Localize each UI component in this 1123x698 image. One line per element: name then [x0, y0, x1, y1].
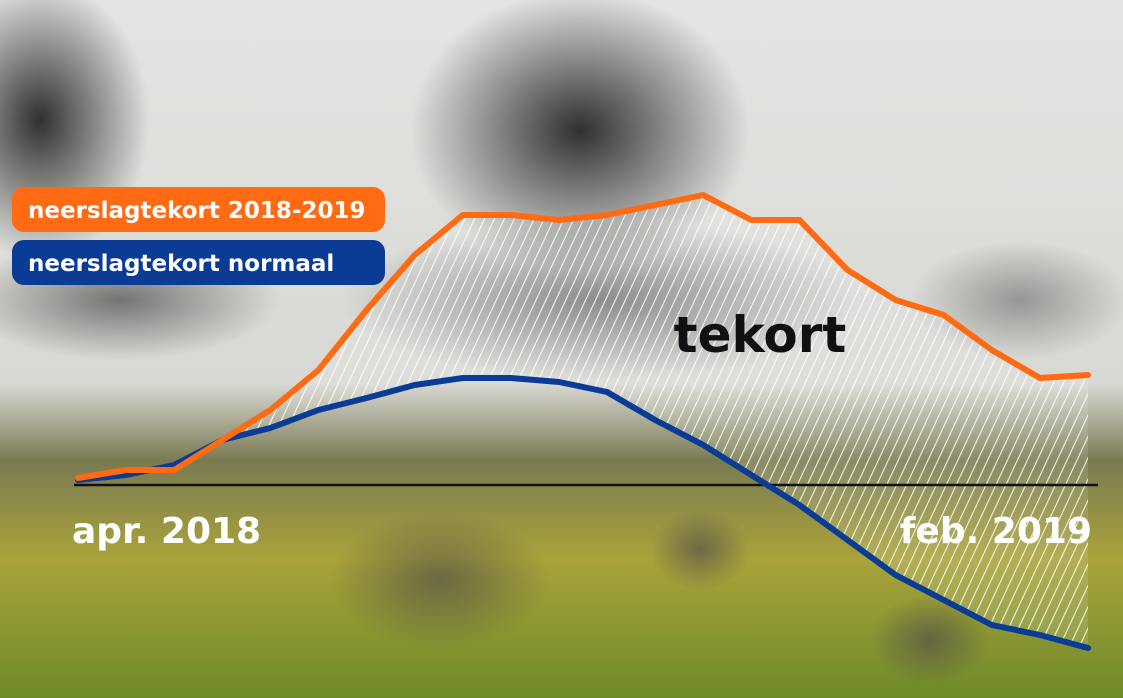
x-tick-label: feb. 2019	[900, 511, 1092, 552]
plot	[74, 192, 1098, 651]
legend-swatch	[12, 240, 385, 285]
annotation: tekort	[674, 306, 847, 364]
series-line	[75, 192, 1091, 481]
x-tick-label: apr. 2018	[72, 511, 261, 552]
legend-swatch	[12, 187, 385, 232]
series-line	[75, 375, 1091, 651]
legend-label: neerslagtekort 2018-2019	[28, 198, 365, 224]
deficit-area	[78, 195, 1088, 648]
legend: neerslagtekort 2018-2019 neerslagtekort …	[12, 187, 385, 285]
legend-label: neerslagtekort normaal	[28, 251, 334, 277]
